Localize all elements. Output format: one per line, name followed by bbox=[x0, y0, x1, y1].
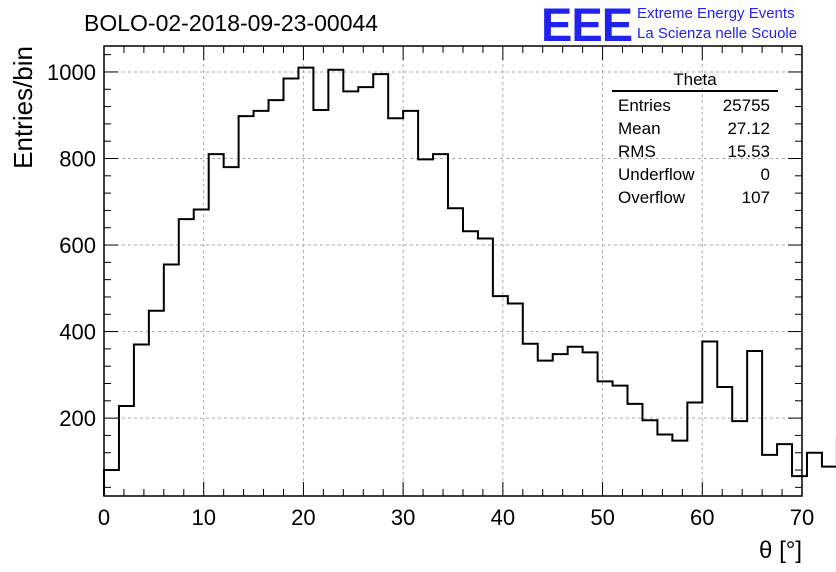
x-tick-label: 70 bbox=[790, 505, 814, 530]
x-tick-label: 60 bbox=[690, 505, 714, 530]
histogram-bin bbox=[134, 345, 149, 496]
histogram-bin bbox=[732, 421, 747, 496]
y-tick-label: 600 bbox=[59, 233, 96, 258]
chart-title: BOLO-02-2018-09-23-00044 bbox=[84, 10, 379, 36]
x-tick-label: 20 bbox=[291, 505, 315, 530]
logo-line-1: Extreme Energy Events bbox=[637, 5, 795, 22]
histogram-bin bbox=[388, 118, 403, 496]
histogram-bin bbox=[598, 381, 613, 496]
stats-value: 27.12 bbox=[727, 119, 770, 138]
histogram-bin bbox=[657, 435, 672, 496]
histogram-bin bbox=[448, 208, 463, 496]
x-tick-label: 40 bbox=[491, 505, 515, 530]
histogram-bin bbox=[717, 387, 732, 496]
y-axis-label: Entries/bin bbox=[8, 46, 38, 169]
stats-label: Overflow bbox=[618, 188, 686, 207]
stats-row-overflow: Overflow 107 bbox=[612, 186, 778, 209]
stats-value: 0 bbox=[760, 165, 770, 184]
histogram-bin bbox=[702, 342, 717, 496]
histogram-bin bbox=[583, 352, 598, 496]
histogram-bin bbox=[642, 420, 657, 496]
x-tick-label: 50 bbox=[590, 505, 614, 530]
stats-label: Entries bbox=[618, 96, 671, 115]
stats-row-underflow: Underflow 0 bbox=[612, 163, 778, 186]
histogram-bin bbox=[373, 74, 388, 496]
stats-box: Theta Entries 25755 Mean 27.12 RMS 15.53… bbox=[612, 70, 778, 209]
stats-label: Underflow bbox=[618, 165, 695, 184]
y-tick-label: 400 bbox=[59, 320, 96, 345]
histogram-bin bbox=[493, 296, 508, 496]
y-tick-label: 800 bbox=[59, 147, 96, 172]
histogram-bin bbox=[179, 219, 194, 496]
stats-value: 15.53 bbox=[727, 142, 770, 161]
histogram-bin bbox=[568, 347, 583, 496]
histogram-bin bbox=[523, 344, 538, 496]
histogram-bin bbox=[254, 111, 269, 496]
histogram-bin bbox=[687, 403, 702, 496]
histogram-bin bbox=[508, 303, 523, 496]
histogram-bin bbox=[298, 68, 313, 496]
histogram-bin bbox=[672, 441, 687, 496]
logo-mark: EEE bbox=[541, 0, 633, 51]
histogram-bin bbox=[747, 351, 762, 496]
logo-line-2: La Scienza nelle Scuole bbox=[637, 25, 798, 42]
stats-value: 107 bbox=[741, 188, 770, 207]
stats-row-mean: Mean 27.12 bbox=[612, 117, 778, 140]
y-tick-label: 1000 bbox=[47, 60, 96, 85]
stats-label: RMS bbox=[618, 142, 656, 161]
histogram-bin bbox=[418, 159, 433, 496]
histogram-bin bbox=[463, 231, 478, 496]
x-axis-label: θ [°] bbox=[759, 537, 802, 564]
histogram-bin bbox=[553, 354, 568, 496]
histogram-bin bbox=[239, 116, 254, 496]
histogram-bin bbox=[358, 87, 373, 496]
histogram-bin bbox=[209, 154, 224, 496]
x-tick-label: 10 bbox=[191, 505, 215, 530]
histogram-bin bbox=[269, 100, 284, 496]
histogram-bin bbox=[119, 406, 134, 496]
histogram-bin bbox=[328, 70, 343, 496]
histogram-bin bbox=[777, 444, 792, 496]
histogram-bin bbox=[313, 110, 328, 496]
histogram-bin bbox=[538, 361, 553, 496]
stats-value: 25755 bbox=[722, 96, 770, 115]
histogram-bin bbox=[807, 453, 822, 496]
histogram-bin bbox=[822, 467, 836, 496]
stats-title: Theta bbox=[612, 70, 778, 92]
histogram-bin bbox=[343, 91, 358, 496]
histogram-bin bbox=[762, 455, 777, 496]
histogram-bin bbox=[478, 239, 493, 496]
histogram-bin bbox=[149, 311, 164, 496]
histogram-bin bbox=[433, 154, 448, 496]
histogram-bin bbox=[628, 404, 643, 496]
histogram-bin bbox=[194, 210, 209, 496]
y-tick-label: 200 bbox=[59, 406, 96, 431]
stats-label: Mean bbox=[618, 119, 661, 138]
histogram-bin bbox=[613, 386, 628, 496]
stats-row-entries: Entries 25755 bbox=[612, 94, 778, 117]
stats-row-rms: RMS 15.53 bbox=[612, 140, 778, 163]
histogram-bin bbox=[104, 470, 119, 496]
histogram-outline bbox=[103, 66, 836, 496]
histogram-bin bbox=[403, 111, 418, 496]
plot-frame bbox=[103, 45, 803, 497]
x-tick-label: 0 bbox=[98, 505, 110, 530]
histogram-bin bbox=[283, 78, 298, 496]
x-tick-label: 30 bbox=[391, 505, 415, 530]
histogram-bin bbox=[164, 265, 179, 496]
histogram-bin bbox=[224, 167, 239, 496]
histogram-bin bbox=[792, 476, 807, 496]
